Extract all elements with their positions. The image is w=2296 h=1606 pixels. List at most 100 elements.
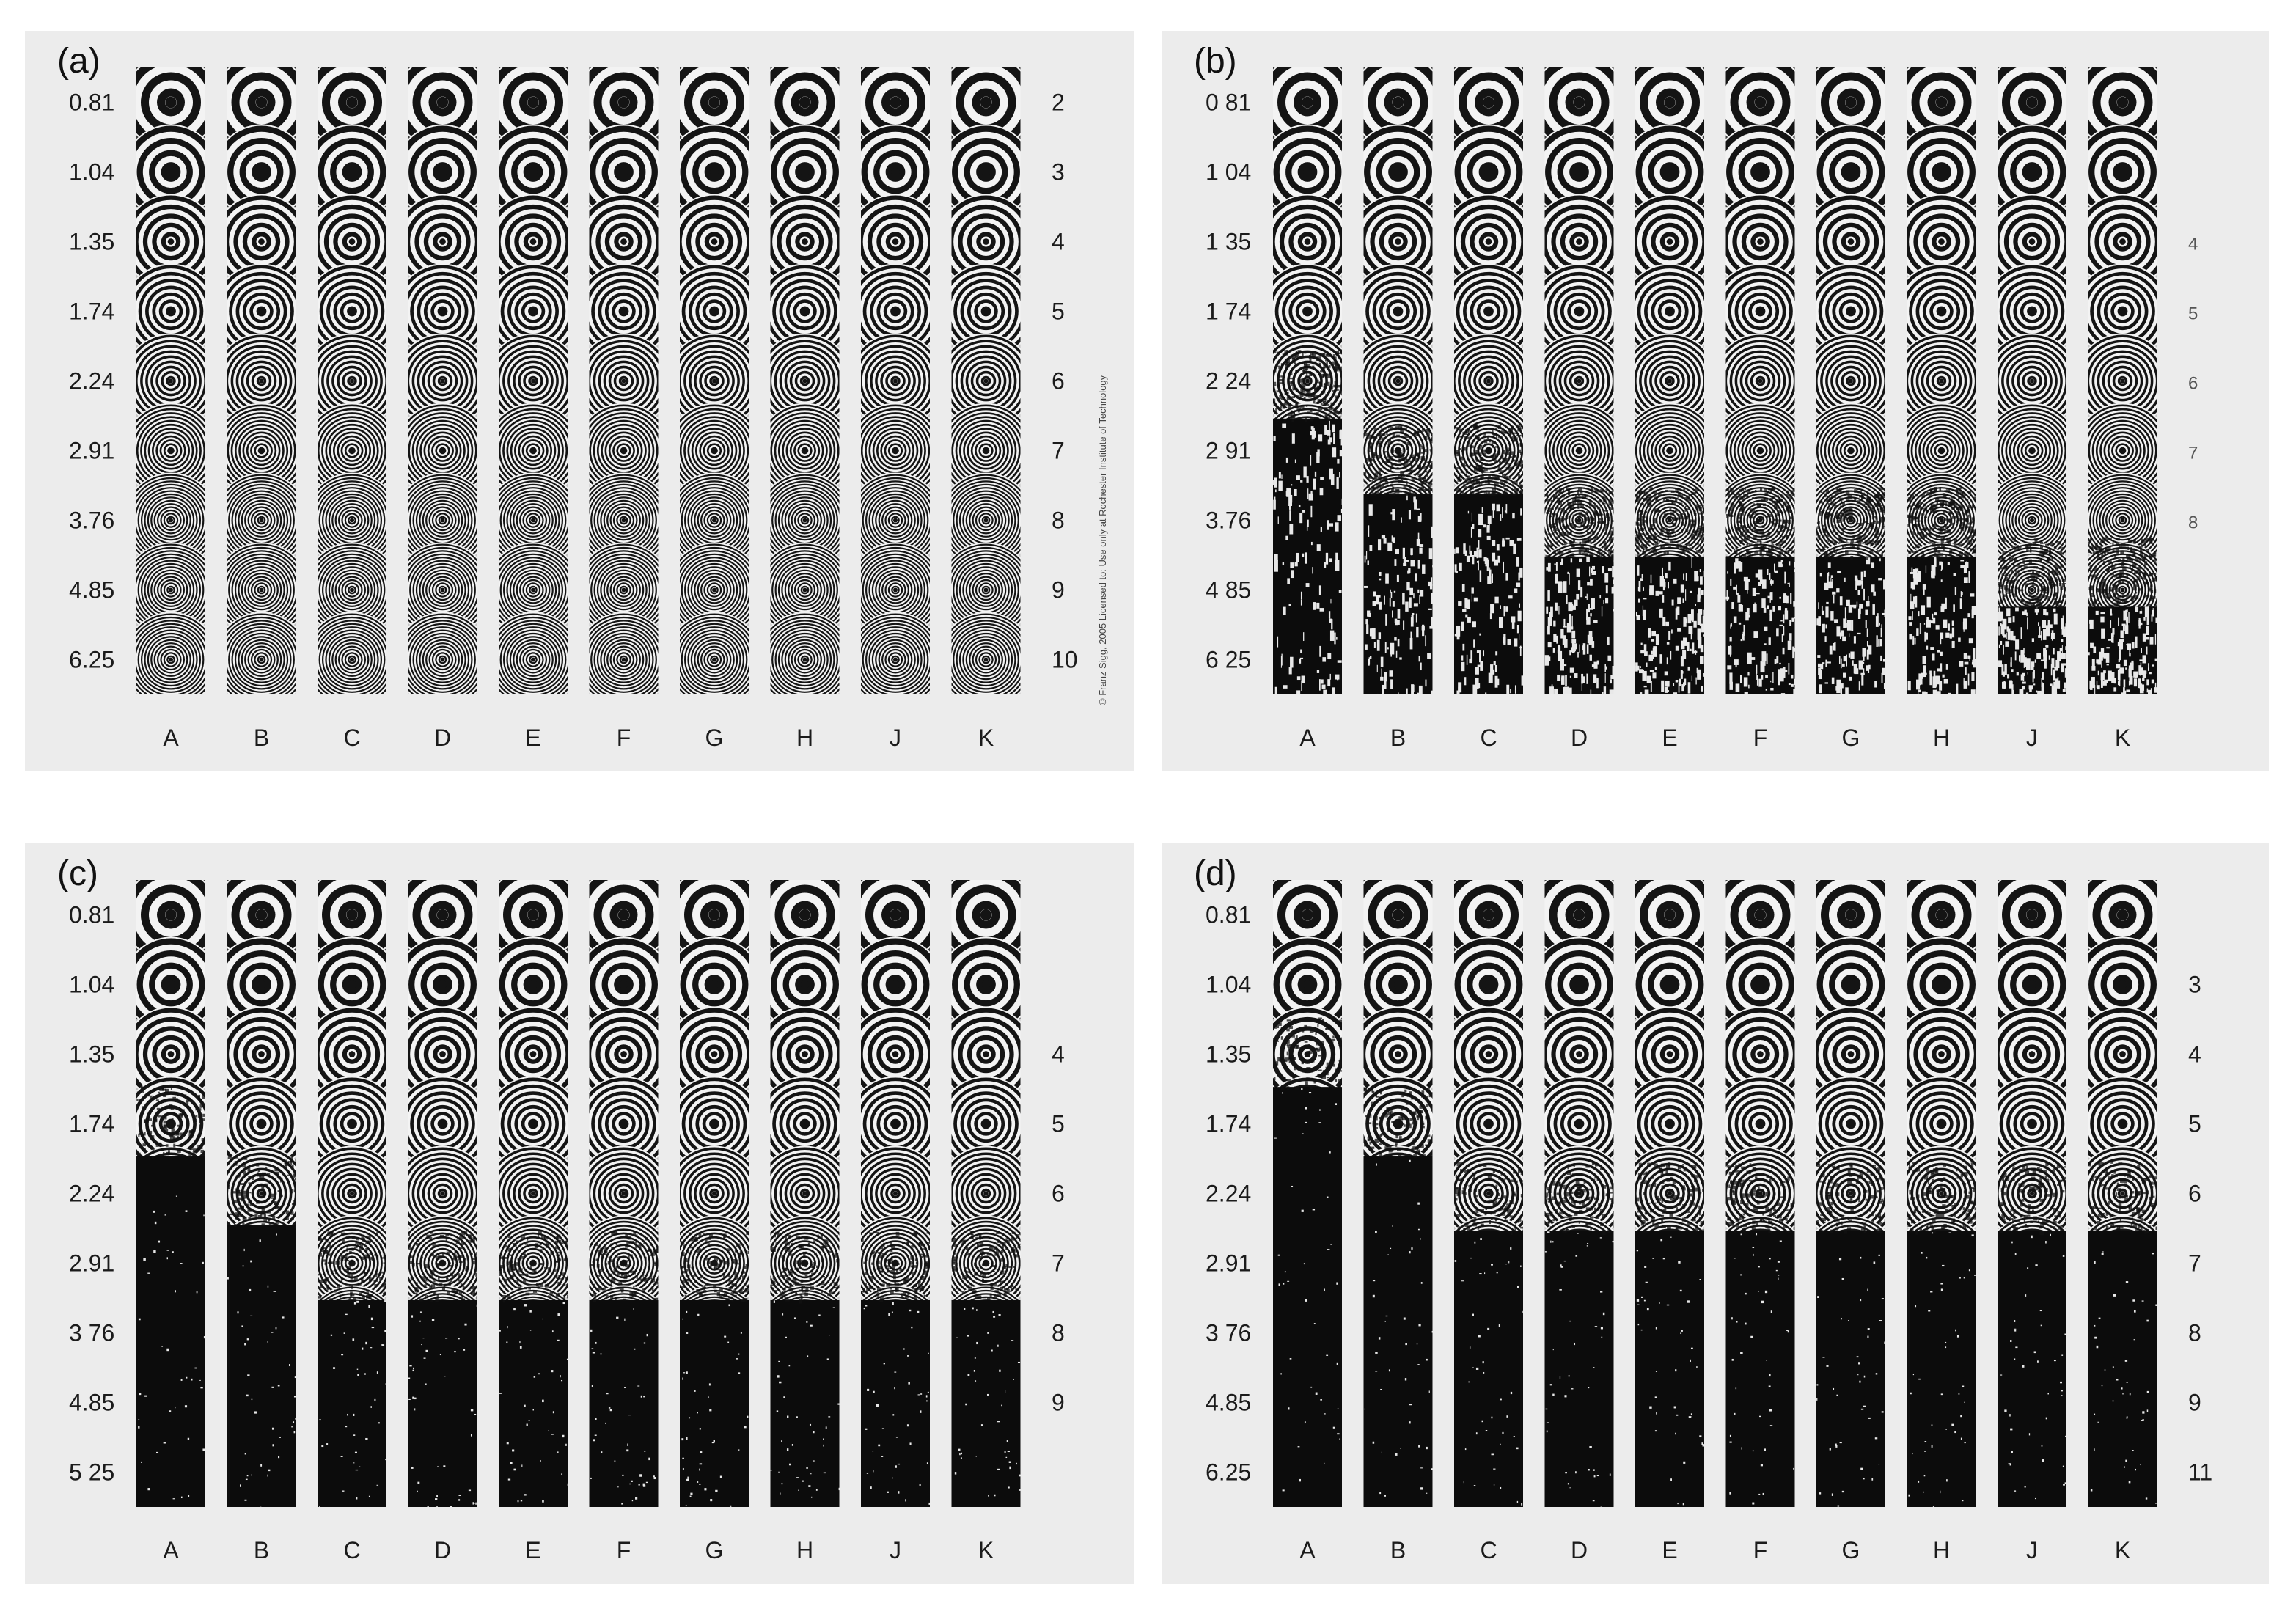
row-label: 6.25: [69, 647, 114, 673]
saturated-region: [1454, 1231, 1523, 1507]
row-label: 2.91: [1206, 1250, 1251, 1277]
right-label: 5: [2188, 1111, 2201, 1137]
saturated-region: [1544, 1231, 1614, 1507]
column-label: C: [1480, 1537, 1497, 1563]
right-label: 3: [2188, 972, 2201, 998]
right-label: 4: [1052, 229, 1065, 255]
row-label: 2.91: [69, 1250, 114, 1277]
column-label: G: [705, 725, 724, 751]
right-label: 5: [1052, 298, 1065, 325]
ring-target: [589, 1006, 659, 1102]
target-column-g: [1816, 880, 1885, 1507]
ring-target: [318, 612, 386, 694]
target-column-b: [227, 880, 296, 1507]
ring-target: [951, 472, 1021, 568]
column-label: G: [705, 1537, 724, 1563]
ring-target: [1544, 403, 1614, 499]
ring-target: [2088, 1006, 2157, 1102]
row-label: 6.25: [1206, 1459, 1251, 1486]
ring-target: [318, 194, 386, 290]
ring-target: [1725, 1076, 1795, 1172]
ring-target: [1635, 403, 1704, 499]
ring-target: [227, 542, 296, 638]
right-label: 8: [2188, 513, 2198, 533]
ring-target: [1816, 263, 1885, 359]
column-label: B: [1390, 1537, 1406, 1563]
right-label: 4: [2188, 1041, 2201, 1068]
ring-target: [227, 612, 296, 694]
target-column-h: [770, 880, 840, 1507]
right-label: 8: [2188, 1320, 2201, 1346]
ring-target: [227, 263, 296, 359]
column-label: E: [1662, 725, 1677, 751]
ring-target: [589, 1076, 659, 1172]
ring-target: [1544, 936, 1614, 1033]
target-column-e: [499, 67, 568, 694]
ring-target: [408, 936, 477, 1033]
saturated-region: [1635, 1231, 1704, 1507]
ring-target: [861, 612, 930, 694]
ring-target: [770, 612, 840, 694]
target-column-a: [1273, 67, 1342, 694]
saturated-region: [227, 1225, 296, 1507]
ring-target: [499, 403, 568, 499]
column-label: F: [617, 1537, 631, 1563]
ring-target: [1725, 124, 1795, 220]
ring-target: [136, 263, 205, 359]
ring-target: [1998, 1076, 2066, 1172]
ring-target: [408, 542, 477, 638]
row-label: 0.81: [69, 89, 114, 116]
row-label: 0.81: [1206, 902, 1251, 928]
saturated-region: [1725, 1231, 1795, 1507]
ring-target: [318, 263, 386, 359]
ring-target: [861, 333, 930, 429]
target-column-g: [680, 880, 749, 1507]
target-column-j: [861, 67, 930, 694]
target-column-b: [227, 67, 296, 694]
target-column-f: [1725, 880, 1795, 1507]
ring-target: [1363, 263, 1433, 359]
column-label: B: [1390, 725, 1406, 751]
panel-label: (b): [1194, 42, 1237, 81]
ring-target: [1635, 124, 1704, 220]
target-column-j: [1998, 880, 2066, 1507]
saturated-region: [770, 1299, 840, 1507]
ring-target: [680, 936, 749, 1033]
ring-target: [1725, 194, 1795, 290]
target-column-a: [136, 880, 205, 1507]
ring-target: [499, 1076, 568, 1172]
row-label: 2 24: [1206, 368, 1251, 395]
column-label: G: [1842, 1537, 1860, 1563]
saturated-region: [408, 1299, 477, 1507]
ring-target: [227, 472, 296, 568]
ring-target: [1907, 936, 1976, 1033]
ring-target: [227, 1076, 296, 1172]
saturated-region: [2088, 606, 2157, 694]
row-label: 2.24: [69, 1181, 114, 1207]
ring-target: [1544, 1006, 1614, 1102]
panel-c: (c) 0.81 1.04 1.35 1.74 2.24 2.91 3 76 4.85 5 25…: [25, 843, 1134, 1584]
ring-target: [589, 936, 659, 1033]
ring-target: [680, 472, 749, 568]
right-label: 2: [1052, 89, 1065, 116]
ring-target: [318, 403, 386, 499]
ring-target: [1454, 1076, 1523, 1172]
ring-target: [1635, 1076, 1704, 1172]
ring-target: [1725, 403, 1795, 499]
ring-target: [951, 1006, 1021, 1102]
column-label: F: [1753, 1537, 1768, 1563]
ring-target: [770, 124, 840, 220]
ring-target: [1907, 124, 1976, 220]
target-column-b: [1363, 880, 1433, 1507]
ring-target: [861, 403, 930, 499]
right-label: 7: [1052, 438, 1065, 464]
saturated-region: [2088, 1231, 2157, 1507]
ring-target: [1454, 263, 1523, 359]
ring-target: [408, 1006, 477, 1102]
right-label: 10: [1052, 647, 1078, 673]
target-column-c: [1454, 880, 1523, 1507]
ring-target: [951, 612, 1021, 694]
ring-target: [2088, 1145, 2157, 1242]
ring-target: [1635, 333, 1704, 429]
row-label: 4 85: [1206, 577, 1251, 604]
